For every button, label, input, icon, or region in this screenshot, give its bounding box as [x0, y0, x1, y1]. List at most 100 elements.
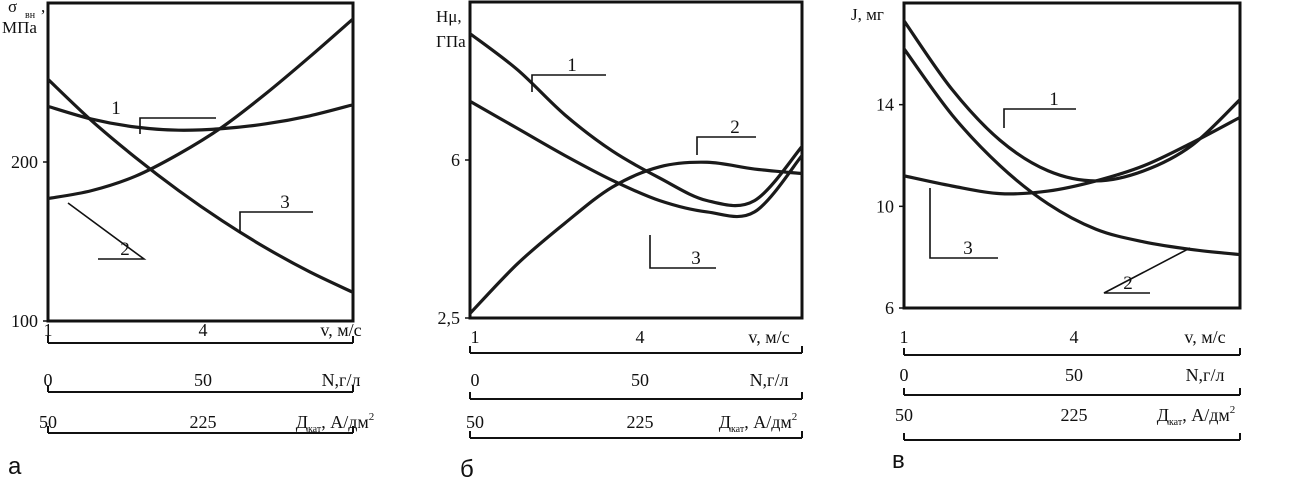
x-tick-label: 225 — [1061, 405, 1088, 425]
curve-number: 3 — [963, 238, 973, 259]
curve-label-3: 3 — [929, 188, 998, 259]
x-scale-3: 50 225 Дкат, А/дм2 — [895, 404, 1241, 441]
leader-line — [1103, 247, 1191, 294]
x-tick-label: 50 — [631, 370, 649, 390]
y-tick-label: 6 — [885, 298, 894, 318]
x-scale-1: 1 4 v, м/с — [900, 327, 1241, 356]
curve-number: 1 — [567, 55, 577, 76]
y-axis-label-part: ГПа — [436, 32, 466, 51]
y-axis-label-part: Hμ, — [436, 7, 462, 26]
x-tick-label: 4 — [1070, 327, 1079, 347]
y-axis-label: σ вн ,МПа — [2, 0, 45, 37]
leader-line — [531, 74, 606, 92]
plot-frame — [46, 1, 355, 323]
y-axis-label-part: , — [41, 0, 45, 16]
x-tick-label: 1 — [44, 320, 53, 340]
y-axis-label-part: σ — [8, 0, 17, 16]
curve-label-2: 2 — [696, 117, 756, 155]
x-scale-3: 50 225 Дкат, А/дм2 — [466, 411, 803, 439]
curve-label-1: 1 — [531, 55, 606, 92]
series-line-3 — [48, 77, 353, 294]
series-line-1 — [48, 103, 353, 132]
panel-letter: а — [8, 453, 22, 480]
curve-number: 3 — [280, 192, 290, 213]
x-tick-label: 50 — [466, 412, 484, 432]
y-tick-label: 14 — [876, 95, 894, 115]
y-axis-label: J, мг — [851, 5, 884, 24]
curve-label-2: 2 — [67, 202, 147, 260]
leader-line — [67, 202, 147, 260]
y-axis-label: Hμ, ГПа — [436, 7, 466, 51]
series-group — [48, 17, 353, 294]
x-tick-label: 4 — [199, 320, 208, 340]
curve-number: 3 — [691, 248, 701, 269]
x-tick-label: 225 — [627, 412, 654, 432]
panel-letter: б — [460, 456, 474, 483]
x-scale-label: N,г/л — [750, 370, 789, 390]
y-tick-label: 100 — [11, 311, 38, 331]
series-group — [904, 19, 1240, 257]
series-line-2 — [904, 47, 1240, 257]
chart-panel-1: 100 200 σ вн ,МПа 1 2 3 1 4 v, м/с 0 50 N,г/л 50 225 Дка… — [2, 0, 374, 480]
x-tick-label: 4 — [636, 327, 645, 347]
y-axis-label-part: J, мг — [851, 5, 884, 24]
x-tick-label: 1 — [471, 327, 480, 347]
x-scale-2: 0 50 N,г/л — [44, 370, 361, 393]
chart-panel-2: 2,5 6 Hμ, ГПа 1 2 3 1 4 v, м/с 0 50 N,г/л 50 225 Дкат, … — [436, 0, 804, 483]
x-scale-label: N,г/л — [1186, 365, 1225, 385]
series-line-2 — [470, 160, 802, 316]
curve-number: 1 — [1049, 89, 1059, 110]
curve-number: 2 — [120, 239, 130, 260]
series-line-3 — [904, 115, 1240, 196]
leader-line — [1003, 108, 1076, 128]
x-scale-label: N,г/л — [322, 370, 361, 390]
series-group — [470, 32, 802, 316]
x-tick-label: 225 — [190, 412, 217, 432]
x-tick-label: 50 — [39, 412, 57, 432]
panel-letter: в — [892, 447, 905, 474]
x-tick-label: 0 — [471, 370, 480, 390]
curve-number: 2 — [1123, 273, 1133, 294]
x-scale-1: 1 4 v, м/с — [469, 327, 803, 354]
x-scale-2: 0 50 N,г/л — [900, 365, 1241, 396]
curve-label-3: 3 — [239, 192, 313, 233]
x-scale-label: Дкат, А/дм2 — [719, 411, 798, 435]
plot-frame — [468, 0, 804, 320]
series-line-1 — [904, 19, 1240, 183]
series-line-1 — [470, 32, 802, 208]
curve-label-2: 2 — [1103, 247, 1191, 294]
x-tick-label: 50 — [895, 405, 913, 425]
curve-number: 1 — [111, 98, 121, 119]
y-tick-label: 6 — [451, 150, 460, 170]
x-tick-label: 0 — [900, 365, 909, 385]
x-scale-label: v, м/с — [1184, 327, 1225, 347]
x-scale-label: v, м/с — [748, 327, 789, 347]
x-tick-label: 50 — [194, 370, 212, 390]
curve-label-1: 1 — [111, 98, 216, 134]
series-line-2 — [48, 17, 353, 201]
x-tick-label: 50 — [1065, 365, 1083, 385]
x-scale-label: Дкат, А/дм2 — [296, 411, 375, 435]
y-axis-label-part: МПа — [2, 18, 37, 37]
curve-label-1: 1 — [1003, 89, 1076, 128]
leader-line — [649, 235, 716, 269]
y-tick-label: 2,5 — [438, 308, 461, 328]
leader-line — [239, 211, 313, 233]
y-tick-label: 200 — [11, 152, 38, 172]
x-scale-3: 50 225 Дкат, А/дм2 — [39, 411, 374, 435]
x-scale-2: 0 50 N,г/л — [469, 370, 803, 400]
y-axis-label-part: вн — [25, 10, 36, 21]
x-tick-label: 1 — [900, 327, 909, 347]
x-scale-label: Дкат, А/дм2 — [1157, 404, 1236, 428]
leader-line — [139, 117, 216, 134]
y-tick-label: 10 — [876, 196, 894, 216]
x-tick-label: 0 — [44, 370, 53, 390]
leader-line — [929, 188, 998, 259]
x-scale-1: 1 4 v, м/с — [44, 320, 362, 344]
series-line-3 — [470, 99, 802, 219]
plot-frame — [902, 1, 1242, 310]
x-scale-label: v, м/с — [320, 320, 361, 340]
curve-label-3: 3 — [649, 235, 716, 269]
